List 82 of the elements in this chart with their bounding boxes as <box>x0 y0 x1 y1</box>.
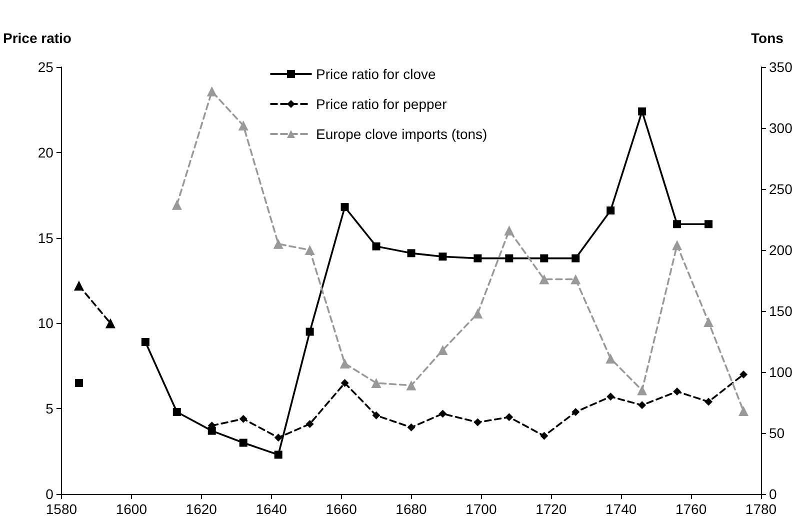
point <box>407 249 416 258</box>
point <box>472 308 483 318</box>
point <box>304 245 315 255</box>
point <box>738 406 749 416</box>
y2-tick-label: 250 <box>769 181 793 197</box>
point <box>306 328 314 336</box>
point <box>638 401 646 410</box>
point <box>172 408 181 416</box>
point <box>340 378 349 387</box>
legend-label: Europe clove imports (tons) <box>316 126 488 142</box>
x-tick-label: 1780 <box>745 501 777 517</box>
point <box>672 240 682 250</box>
y-tick-label: 20 <box>38 144 54 160</box>
x-tick-label: 1700 <box>466 501 497 517</box>
y2-tick-label: 0 <box>769 486 777 502</box>
point <box>474 418 482 426</box>
point <box>340 203 349 212</box>
point <box>372 242 380 250</box>
point <box>637 385 648 396</box>
y2-tick-label: 350 <box>769 59 793 75</box>
point <box>540 432 548 440</box>
legend-label: Price ratio for clove <box>316 66 436 82</box>
point <box>239 438 248 447</box>
point <box>673 220 682 228</box>
point <box>407 423 416 432</box>
y2-tick-label: 150 <box>769 303 793 319</box>
point <box>306 420 314 428</box>
x-tick-label: 1640 <box>256 501 288 517</box>
point <box>504 225 514 236</box>
point <box>438 410 447 418</box>
point <box>704 316 714 327</box>
point <box>371 378 382 388</box>
point <box>505 413 514 422</box>
point <box>406 380 416 390</box>
point <box>606 392 615 401</box>
point <box>206 86 217 96</box>
y2-tick-label: 200 <box>769 242 793 258</box>
x-tick-label: 1680 <box>396 501 428 517</box>
point <box>141 338 150 346</box>
y-tick-label: 5 <box>46 400 54 417</box>
point <box>572 254 580 262</box>
x-tick-label: 1620 <box>186 501 218 517</box>
x-tick-label: 1580 <box>46 501 78 517</box>
y2-tick-label: 300 <box>769 120 793 136</box>
point <box>239 414 248 423</box>
point <box>673 388 682 396</box>
y-tick-label: 10 <box>38 315 54 332</box>
x-tick-label: 1660 <box>326 501 358 517</box>
y-tick-label: 15 <box>38 230 54 246</box>
y2-tick-label: 100 <box>769 364 793 380</box>
point <box>740 370 748 378</box>
y-tick-label: 0 <box>46 486 54 502</box>
point <box>74 378 83 387</box>
point <box>638 107 646 116</box>
y2-axis-title: Tons <box>751 30 784 46</box>
x-tick-label: 1720 <box>536 501 567 517</box>
point <box>606 206 615 214</box>
point <box>274 434 282 442</box>
x-tick-label: 1740 <box>606 501 637 517</box>
point <box>606 354 616 364</box>
y-tick-label: 25 <box>38 59 54 75</box>
point <box>474 254 482 262</box>
point <box>572 408 580 416</box>
point <box>372 411 380 420</box>
point <box>273 238 284 249</box>
x-tick-label: 1600 <box>116 501 148 517</box>
point <box>704 220 713 228</box>
point <box>238 120 248 131</box>
point <box>505 254 514 262</box>
point <box>438 252 447 261</box>
point <box>274 450 282 459</box>
legend-label: Price ratio for pepper <box>316 96 448 112</box>
point <box>172 200 182 210</box>
point <box>540 254 548 262</box>
point <box>570 274 581 284</box>
point <box>438 345 448 356</box>
y2-tick-label: 50 <box>769 425 785 441</box>
point <box>539 274 550 284</box>
y-axis-title: Price ratio <box>2 30 72 46</box>
x-tick-label: 1760 <box>675 501 707 517</box>
point <box>704 398 713 406</box>
point <box>340 358 350 368</box>
